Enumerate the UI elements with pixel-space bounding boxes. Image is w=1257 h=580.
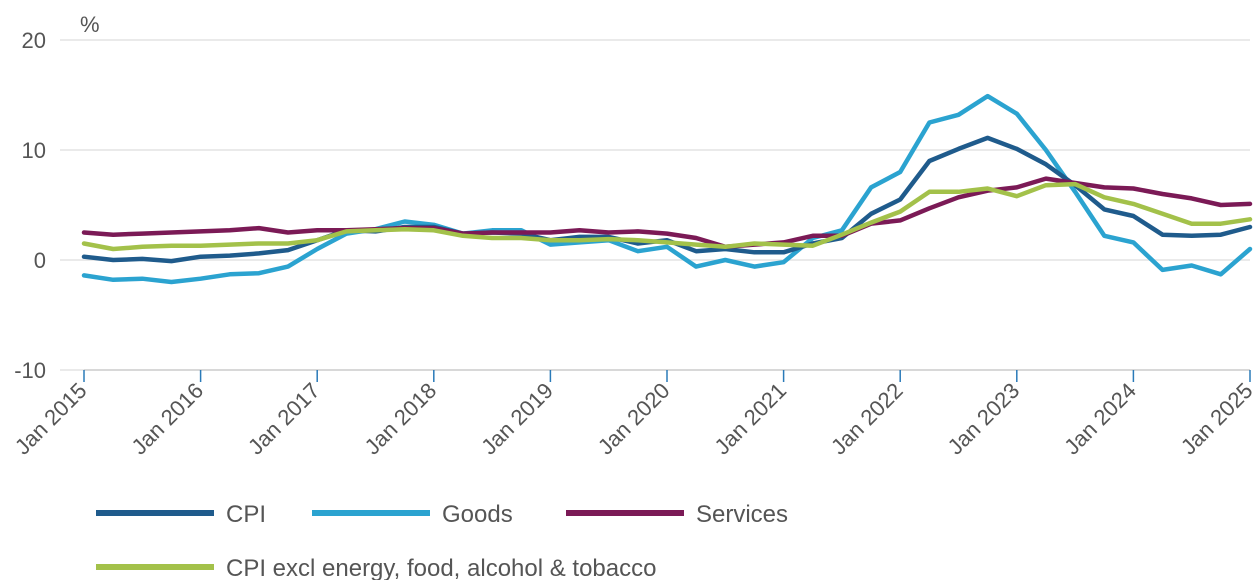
x-tick-label: Jan 2023 [943,378,1025,460]
x-tick-label: Jan 2017 [243,378,325,460]
x-tick-label: Jan 2025 [1176,378,1257,460]
x-tick-label: Jan 2020 [593,378,675,460]
legend: CPI Goods Services CPI excl energy, food, a… [96,501,788,580]
series-line-services [81,176,1253,250]
series-lines [81,93,1253,285]
x-tick-label: Jan 2024 [1059,378,1141,460]
legend-label: CPI excl energy, food, alcohol & tobacco [226,555,656,580]
x-tick-label: Jan 2021 [709,378,791,460]
gridlines [60,39,1250,371]
y-tick-label: 20 [22,28,46,53]
y-unit-label: % [80,12,100,37]
y-tick-label: 10 [22,138,46,163]
series-line-goods [81,93,1253,285]
legend-item: Services [566,501,788,528]
legend-label: CPI [226,501,266,528]
x-tick-label: Jan 2022 [826,378,908,460]
y-tick-label: 0 [34,248,46,273]
x-tick-label: Jan 2016 [126,378,208,460]
legend-label: Services [696,501,788,528]
legend-item: CPI excl energy, food, alcohol & tobacco [96,555,656,580]
series-line-cpi [81,181,1253,252]
legend-label: Goods [442,501,513,528]
x-tick-label: Jan 2019 [476,378,558,460]
x-tick-label: Jan 2018 [360,378,442,460]
legend-item: CPI [96,501,266,528]
legend-item: Goods [312,501,513,528]
x-tick-label: Jan 2015 [10,378,92,460]
y-tick-label: -10 [14,358,46,383]
